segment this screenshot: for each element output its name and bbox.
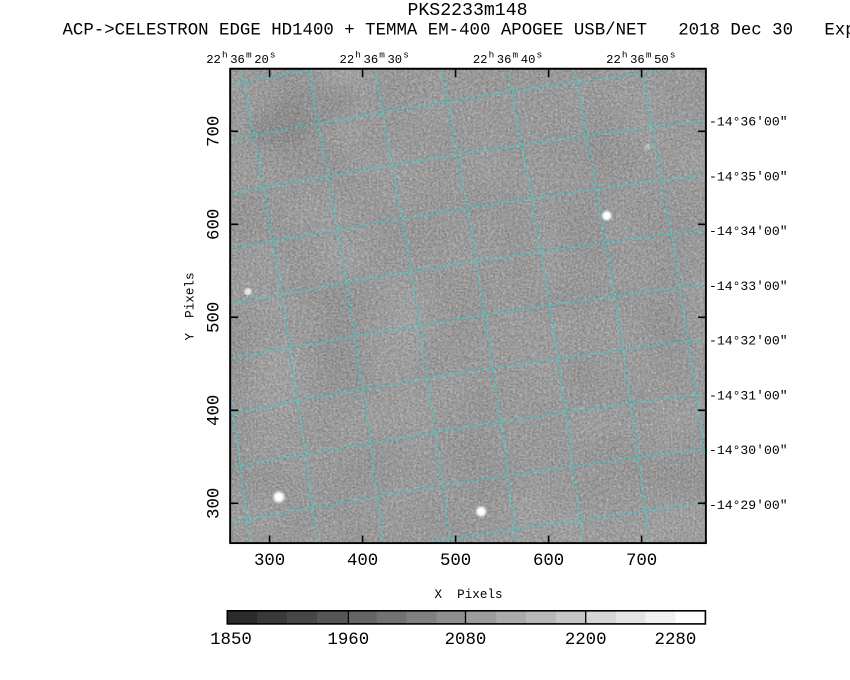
svg-text:Y Pixels: Y Pixels <box>184 272 198 340</box>
svg-text:400: 400 <box>347 552 378 571</box>
svg-text:500: 500 <box>206 302 225 333</box>
svg-text:-14°30'00": -14°30'00" <box>709 443 788 458</box>
svg-text:400: 400 <box>206 395 225 426</box>
svg-text:700: 700 <box>626 552 657 571</box>
svg-text:300: 300 <box>254 552 285 571</box>
svg-text:-14°36'00": -14°36'00" <box>709 115 788 130</box>
svg-text:300: 300 <box>206 488 225 519</box>
svg-text:X Pixels: X Pixels <box>434 588 502 602</box>
svg-text:500: 500 <box>440 552 471 571</box>
svg-text:1850: 1850 <box>210 631 252 650</box>
svg-text:1960: 1960 <box>327 631 369 650</box>
svg-text:700: 700 <box>206 116 225 147</box>
svg-text:-14°29'00": -14°29'00" <box>709 498 788 513</box>
svg-text:-14°33'00": -14°33'00" <box>709 279 788 294</box>
svg-text:600: 600 <box>206 209 225 240</box>
svg-text:-14°34'00": -14°34'00" <box>709 224 788 239</box>
svg-text:2080: 2080 <box>445 631 487 650</box>
svg-text:2280: 2280 <box>655 631 697 650</box>
svg-text:600: 600 <box>533 552 564 571</box>
svg-text:ACP->CELESTRON EDGE HD1400 + T: ACP->CELESTRON EDGE HD1400 + TEMMA EM-40… <box>63 22 850 41</box>
svg-text:-14°31'00": -14°31'00" <box>709 388 788 403</box>
svg-text:-14°35'00": -14°35'00" <box>709 169 788 184</box>
svg-text:-14°32'00": -14°32'00" <box>709 334 788 349</box>
svg-text:PKS2233m148: PKS2233m148 <box>407 1 527 21</box>
svg-text:2200: 2200 <box>565 631 607 650</box>
